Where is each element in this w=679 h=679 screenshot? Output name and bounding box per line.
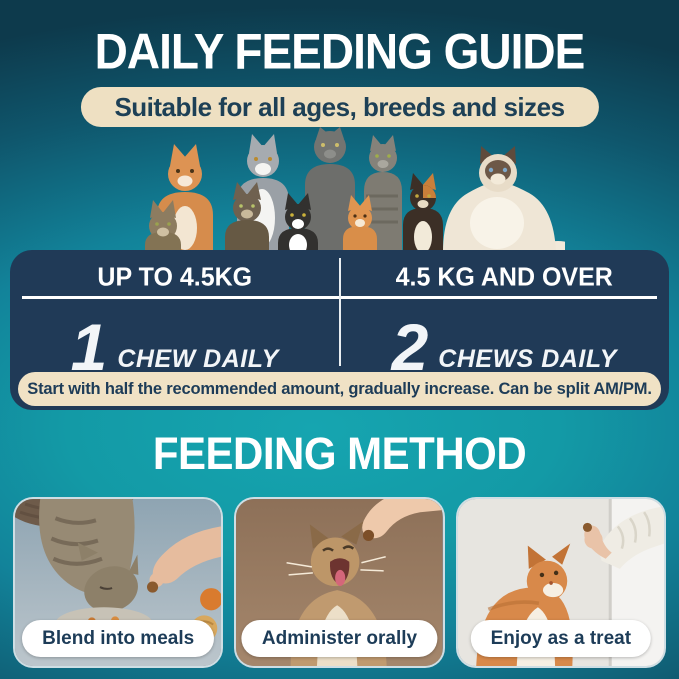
cat-tabby-kitten-front: [145, 200, 181, 252]
chew-unit-label: CHEW DAILY: [117, 345, 279, 373]
weight-range-label: UP TO 4.5KG: [97, 262, 253, 292]
cat-calico: [403, 173, 443, 252]
cat-big-gray: [305, 127, 355, 252]
method-label: Enjoy as a treat: [470, 620, 652, 657]
cats-group-photo: [145, 127, 565, 252]
cat-ragdoll: [443, 146, 565, 252]
dosage-note: Start with half the recommended amount, …: [18, 372, 661, 406]
cat-orange-kitten: [343, 195, 377, 252]
method-card-blend: Blend into meals: [13, 497, 224, 668]
chew-count: 1: [70, 310, 108, 385]
dosage-column-large-cats: 4.5 KG AND OVER 2 CHEWS DAILY: [340, 250, 670, 410]
dosage-table: UP TO 4.5KG 1 CHEW DAILY 4.5 KG AND OVER…: [10, 250, 669, 410]
vertical-divider: [338, 258, 341, 366]
method-card-oral: Administer orally: [234, 497, 445, 668]
feeding-method-cards: Blend into meals: [13, 497, 666, 668]
page-title: DAILY FEEDING GUIDE: [94, 22, 586, 80]
subtitle-banner: Suitable for all ages, breeds and sizes: [80, 87, 599, 127]
chew-unit-label: CHEWS DAILY: [438, 345, 617, 373]
cat-tuxedo: [278, 193, 318, 252]
method-label: Blend into meals: [22, 620, 215, 657]
cat-brown-tabby: [225, 182, 269, 252]
feeding-method-title: FEEDING METHOD: [152, 428, 527, 479]
weight-range-label: 4.5 KG AND OVER: [395, 262, 613, 292]
chew-count: 2: [391, 310, 429, 385]
method-card-treat: Enjoy as a treat: [455, 497, 666, 668]
dosage-column-small-cats: UP TO 4.5KG 1 CHEW DAILY: [10, 250, 340, 410]
method-label: Administer orally: [241, 620, 438, 657]
